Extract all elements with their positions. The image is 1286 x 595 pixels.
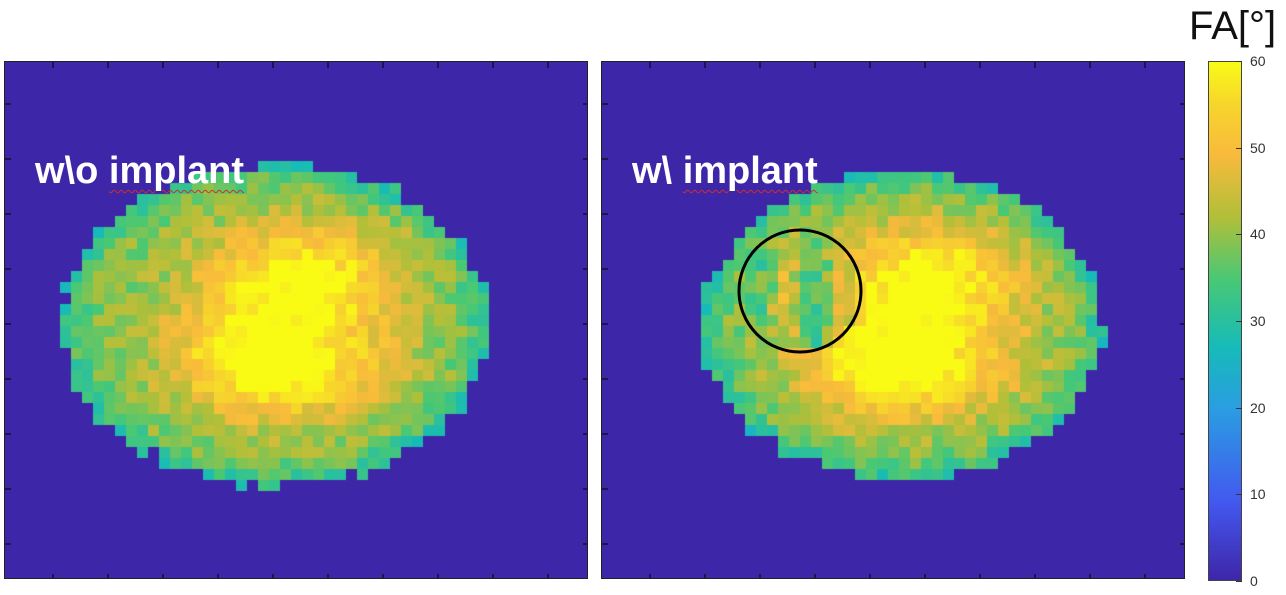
panel-title-with-implant: w\ implant [632, 152, 818, 190]
panel-title-word: implant [682, 150, 818, 192]
colorbar-tick-label: 60 [1250, 53, 1266, 69]
colorbar-tick-label: 20 [1250, 399, 1266, 416]
colorbar-tick [1236, 61, 1242, 62]
colorbar-tick-label: 0 [1250, 573, 1258, 589]
colorbar-tick-label: 10 [1250, 486, 1266, 503]
panel-title-prefix: w\ [632, 150, 683, 192]
colorbar-tick-label: 30 [1250, 313, 1266, 329]
colorbar-tick [1236, 234, 1242, 236]
heatmap-panel-without-implant: w\o implant [4, 61, 588, 579]
heatmap-panel-with-implant: w\ implant [601, 61, 1185, 579]
panel-title-prefix: w\o [35, 150, 109, 192]
panel-title-word: implant [108, 150, 245, 192]
panel-title-without-implant: w\o implant [35, 152, 244, 190]
colorbar-tick-label: 40 [1250, 226, 1266, 243]
colorbar-tick-label: 50 [1250, 139, 1266, 156]
implant-highlight-circle [737, 228, 863, 354]
colorbar-tick [1236, 581, 1242, 582]
colorbar-tick [1236, 407, 1242, 409]
axes-ticks [5, 62, 587, 578]
axes-ticks [602, 62, 1184, 578]
colorbar-title: FA[°] [1189, 4, 1277, 48]
colorbar-tick [1236, 147, 1242, 149]
colorbar-tick [1236, 494, 1242, 496]
fa-map-with-implant [602, 62, 1184, 578]
colorbar-tick [1236, 321, 1242, 322]
fa-map-without-implant [5, 62, 587, 578]
